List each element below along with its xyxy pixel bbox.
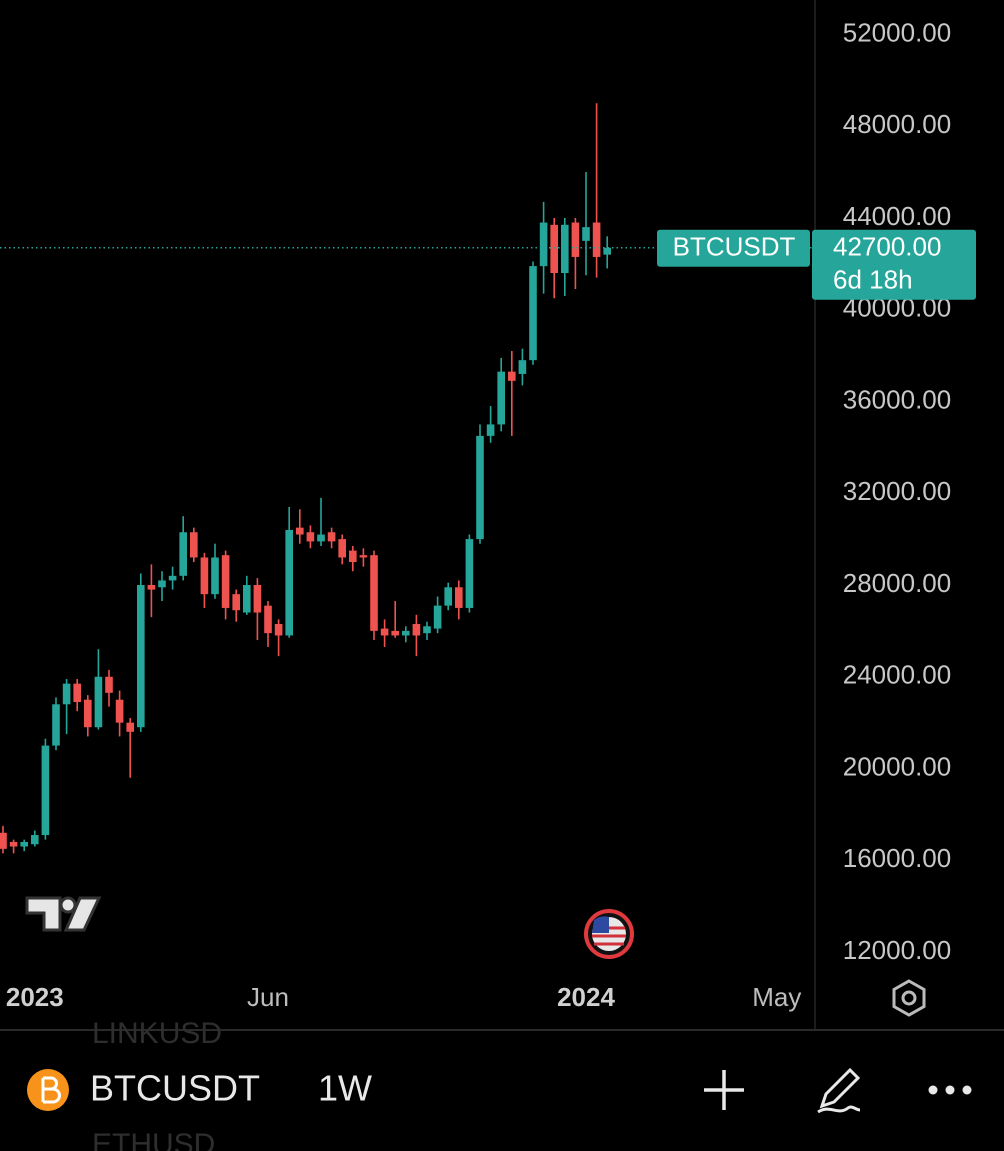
candle-body xyxy=(190,532,198,558)
candle-body xyxy=(561,224,569,273)
y-tick-label: 16000.00 xyxy=(843,843,951,873)
candle-body xyxy=(529,266,537,361)
candle-body xyxy=(158,580,166,588)
x-tick-label: 2024 xyxy=(557,982,615,1012)
settings-icon[interactable] xyxy=(892,979,926,1017)
candle-body xyxy=(380,628,389,636)
y-tick-label: 44000.00 xyxy=(843,201,951,231)
candle-body xyxy=(9,841,18,847)
symbol-badge xyxy=(657,229,810,267)
candle-body xyxy=(592,222,601,257)
candle-body xyxy=(433,605,442,629)
candle-body xyxy=(126,722,134,732)
candle-body xyxy=(200,557,209,595)
candle-body xyxy=(73,683,81,702)
interval[interactable]: 1W xyxy=(318,1068,372,1109)
candle-body xyxy=(147,585,156,590)
y-tick-label: 20000.00 xyxy=(843,751,951,781)
candle-body xyxy=(296,527,304,535)
candle-body xyxy=(476,435,484,540)
candle-body xyxy=(168,575,177,581)
candle-body xyxy=(582,227,590,241)
candle-body xyxy=(52,704,60,746)
candle-body xyxy=(221,555,230,608)
symbol[interactable]: BTCUSDT xyxy=(90,1068,260,1109)
more-button[interactable] xyxy=(928,1085,972,1095)
tv-logo xyxy=(25,896,102,932)
y-tick-label: 12000.00 xyxy=(843,935,951,965)
candle-body xyxy=(20,841,28,847)
x-tick-label: Jun xyxy=(247,982,289,1012)
candle-body xyxy=(62,683,71,705)
candle-body xyxy=(423,626,431,634)
candle-body xyxy=(444,587,452,606)
candle-body xyxy=(603,247,611,255)
candle-body xyxy=(31,835,39,845)
x-tick-label: 2023 xyxy=(6,982,64,1012)
candle-body xyxy=(465,539,474,608)
symbol-badge-label: BTCUSDT xyxy=(673,232,796,262)
candle-body xyxy=(571,222,580,257)
countdown-label: 6d 18h xyxy=(833,265,913,295)
candle-body xyxy=(0,832,7,849)
y-tick-label: 28000.00 xyxy=(843,568,951,598)
candle-body xyxy=(497,371,505,425)
y-tick-label: 48000.00 xyxy=(843,109,951,139)
candle-body xyxy=(105,676,113,693)
price-badge xyxy=(812,229,976,300)
plot-area xyxy=(0,103,815,854)
candle-body xyxy=(84,699,92,728)
last-price-label: 42700.00 xyxy=(833,232,941,262)
flag-icon[interactable] xyxy=(584,909,634,959)
candle-body xyxy=(402,630,410,636)
candle-body xyxy=(264,605,272,634)
candle-body xyxy=(115,699,124,723)
candle-body xyxy=(41,745,50,836)
candle-body xyxy=(327,532,336,542)
candle-body xyxy=(211,557,219,595)
candle-body xyxy=(253,585,262,613)
candle-body xyxy=(243,585,251,613)
candle-body xyxy=(349,550,357,563)
y-tick-label: 52000.00 xyxy=(843,17,951,47)
y-tick-label: 32000.00 xyxy=(843,476,951,506)
candle-body xyxy=(539,222,548,267)
candle-body xyxy=(137,585,145,728)
candle-body xyxy=(508,371,516,381)
candle-body xyxy=(232,594,240,611)
add-button[interactable] xyxy=(704,1070,744,1110)
candle-body xyxy=(455,587,463,608)
candle-body xyxy=(317,534,325,542)
candle-body xyxy=(370,555,378,631)
candle-body xyxy=(285,529,293,636)
candle-body xyxy=(391,630,399,636)
candle-body xyxy=(550,224,558,273)
y-tick-label: 36000.00 xyxy=(843,384,951,414)
candle-body xyxy=(412,624,421,636)
candle-body xyxy=(306,532,315,542)
watchlist-ghost: LINKUSD xyxy=(92,1017,222,1050)
candle-body xyxy=(338,539,346,558)
x-tick-label: May xyxy=(752,982,801,1012)
candle-body xyxy=(179,532,187,576)
watchlist-ghost: ETHUSD xyxy=(92,1128,215,1151)
symbol-icon xyxy=(27,1069,69,1111)
candle-body xyxy=(486,424,495,436)
y-tick-label: 24000.00 xyxy=(843,660,951,690)
draw-button[interactable] xyxy=(817,1067,861,1114)
candle-body xyxy=(359,555,368,558)
candle-body xyxy=(274,624,283,636)
candle-body xyxy=(94,676,103,728)
candle-body xyxy=(518,360,527,374)
